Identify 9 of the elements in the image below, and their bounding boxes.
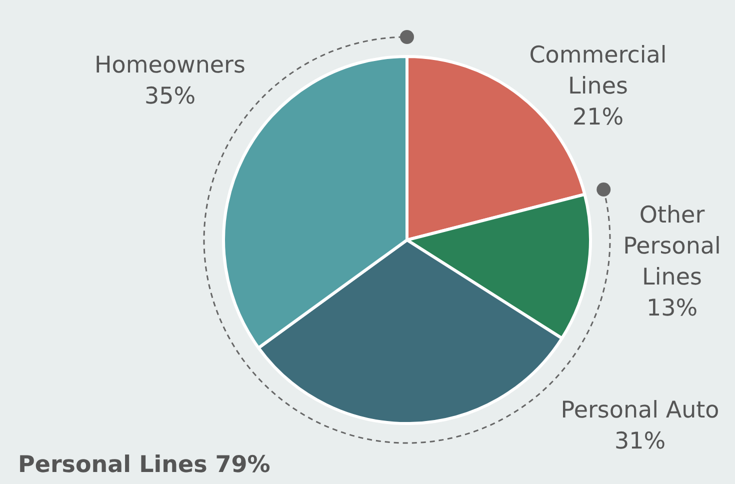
slice-label: Other Personal Lines bbox=[623, 202, 721, 290]
data-label: 35% bbox=[144, 83, 196, 110]
data-label: 31% bbox=[614, 428, 666, 454]
data-label: 21% bbox=[572, 104, 624, 130]
slice-label: Personal Auto bbox=[560, 397, 720, 424]
slice-label: Commercial Lines bbox=[529, 42, 667, 100]
text: Personal Lines 79% bbox=[18, 452, 270, 478]
slice-label: Homeowners bbox=[94, 52, 246, 78]
data-label: 13% bbox=[646, 295, 698, 322]
